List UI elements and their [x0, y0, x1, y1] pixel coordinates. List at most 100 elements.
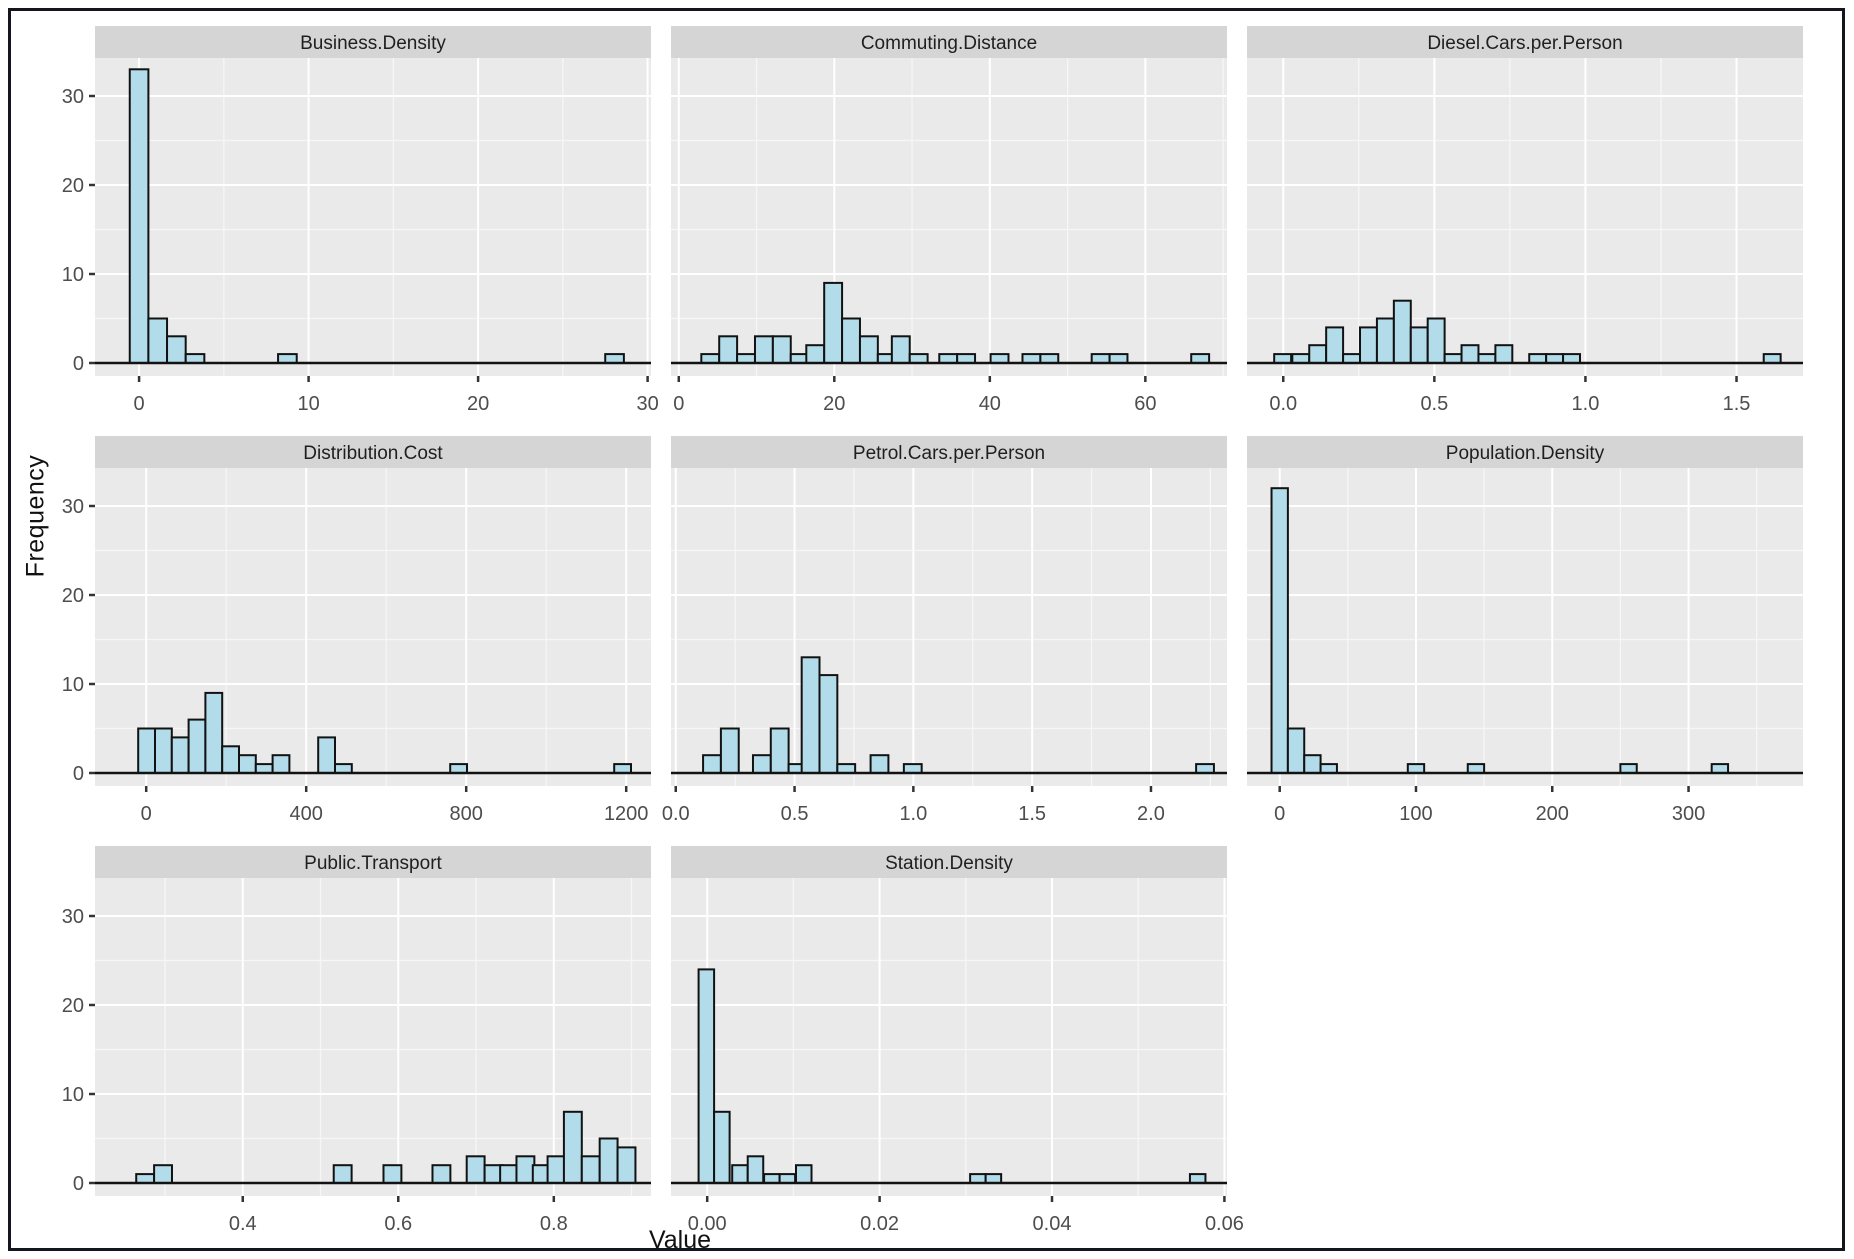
- histogram-bar: [1108, 353, 1129, 365]
- y-tick-label: 30: [62, 906, 84, 928]
- histogram-bar: [763, 1173, 781, 1185]
- facet-distribution-cost: Distribution.Cost 0 400 800 1200 0 10 20 30: [62, 436, 651, 825]
- x-tick-label: 800: [450, 803, 483, 825]
- panel-plot-area: [671, 878, 1227, 1196]
- histogram-bar: [1090, 353, 1111, 365]
- x-tick-label: 400: [290, 803, 323, 825]
- x-tick-label: 1200: [604, 803, 649, 825]
- facet-strip-title: Petrol.Cars.per.Person: [853, 443, 1045, 464]
- histogram-bar: [515, 1155, 536, 1184]
- histogram-bar: [1477, 353, 1497, 365]
- histogram-bar: [431, 1164, 452, 1185]
- x-tick-label: 0.8: [540, 1213, 568, 1235]
- histogram-bar: [1359, 326, 1378, 364]
- histogram-bar: [908, 353, 929, 365]
- y-tick-label: 0: [73, 763, 84, 785]
- histogram-bar: [1460, 344, 1480, 365]
- facet-strip: [1247, 436, 1803, 468]
- x-tick-label: 1.5: [1018, 803, 1046, 825]
- histogram-bar: [858, 335, 879, 364]
- histogram-bar: [154, 727, 173, 774]
- facet-public-transport: Public.Transport 0.4 0.6 0.8 0 10 20 30: [62, 846, 651, 1235]
- y-tick-label: 20: [62, 585, 84, 607]
- facet-strip: [1247, 26, 1803, 58]
- histogram-bar: [1545, 353, 1565, 365]
- histogram-bar: [1619, 763, 1638, 775]
- histogram-bar: [1494, 344, 1514, 365]
- histogram-bar: [841, 317, 861, 364]
- x-tick-label: 20: [467, 393, 489, 415]
- facet-petrol-cars-per-person: Petrol.Cars.per.Person 0.0 0.5 1.0 1.5 2.0: [662, 436, 1227, 825]
- histogram-bar: [1270, 487, 1289, 774]
- x-tick-label: 0.0: [662, 803, 690, 825]
- panel-plot-area: [671, 58, 1227, 376]
- histogram-bar: [604, 353, 625, 365]
- facet-strip-title: Population.Density: [1446, 443, 1605, 464]
- histogram-bar: [718, 335, 739, 364]
- histogram-bar: [800, 656, 821, 774]
- histogram-bar: [805, 344, 826, 365]
- facet-strip: [95, 26, 651, 58]
- x-tick-label: 0: [673, 393, 684, 415]
- histogram-bar: [778, 1173, 797, 1185]
- x-tick-label: 0.02: [860, 1213, 899, 1235]
- x-tick-label: 0.5: [781, 803, 809, 825]
- histogram-bar: [1286, 727, 1306, 774]
- y-tick-label: 10: [62, 264, 84, 286]
- x-tick-label: 0: [141, 803, 152, 825]
- facet-station-density: Station.Density 0.00 0.02 0.04 0.06: [671, 846, 1244, 1235]
- histogram-bar: [1319, 763, 1338, 775]
- facet-strip-title: Public.Transport: [304, 853, 442, 874]
- panel-plot-area: [671, 468, 1227, 786]
- histogram-bar: [1188, 1173, 1207, 1185]
- histogram-bar: [984, 1173, 1003, 1185]
- x-tick-label: 1.0: [899, 803, 927, 825]
- histogram-bar: [1039, 353, 1060, 365]
- histogram-bar: [1528, 353, 1548, 365]
- histogram-bar: [1190, 353, 1211, 365]
- histogram-bar: [1392, 299, 1412, 365]
- histogram-bar: [1762, 353, 1782, 365]
- histogram-bar: [746, 1155, 765, 1184]
- histogram-bar: [204, 691, 224, 774]
- y-tick-label: 30: [62, 496, 84, 518]
- facet-business-density: Business.Density 0 10 20 30 0 10 20 30: [62, 26, 659, 415]
- histogram-bar: [613, 763, 633, 775]
- x-tick-label: 200: [1536, 803, 1569, 825]
- histogram-bar: [1303, 754, 1322, 775]
- histogram-bar: [713, 1110, 731, 1184]
- x-tick-label: 1.0: [1572, 393, 1600, 415]
- histogram-bar: [598, 1137, 619, 1184]
- panel-plot-area: [1247, 468, 1803, 786]
- histogram-bar: [969, 1173, 987, 1185]
- histogram-bar: [382, 1164, 403, 1185]
- x-tick-label: 60: [1134, 393, 1156, 415]
- histogram-bar: [562, 1110, 583, 1184]
- histogram-bar: [128, 68, 150, 365]
- facet-strip: [95, 846, 651, 878]
- histogram-bar: [1409, 326, 1429, 364]
- histogram-bar: [823, 281, 844, 364]
- y-tick-label: 0: [73, 353, 84, 375]
- y-tick-label: 10: [62, 674, 84, 696]
- histogram-bar: [332, 1164, 353, 1185]
- histogram-bar: [546, 1155, 567, 1184]
- facet-strip: [671, 26, 1227, 58]
- histogram-bar: [166, 335, 187, 364]
- histogram-bar: [869, 754, 890, 775]
- x-tick-label: 0: [1274, 803, 1285, 825]
- x-tick-label: 100: [1399, 803, 1432, 825]
- x-tick-label: 0.5: [1420, 393, 1448, 415]
- facet-strip: [95, 436, 651, 468]
- y-tick-label: 0: [73, 1173, 84, 1195]
- x-tick-label: 30: [636, 393, 658, 415]
- x-tick-label: 0.04: [1033, 1213, 1072, 1235]
- facet-commuting-distance: Commuting.Distance 0 20 40 60: [671, 26, 1227, 415]
- histogram-bar: [818, 674, 839, 775]
- panel-plot-area: [1247, 58, 1803, 376]
- histogram-bar: [1375, 317, 1395, 364]
- x-tick-label: 40: [979, 393, 1001, 415]
- histogram-bar: [956, 353, 977, 365]
- histogram-bar: [1466, 763, 1486, 775]
